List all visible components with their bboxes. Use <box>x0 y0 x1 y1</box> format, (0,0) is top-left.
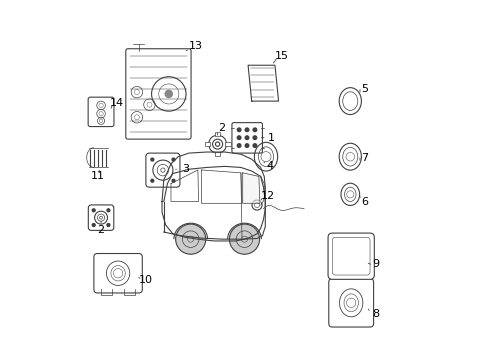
Circle shape <box>164 90 173 98</box>
Circle shape <box>229 224 259 254</box>
Text: 14: 14 <box>110 98 124 108</box>
Text: 2: 2 <box>217 123 224 133</box>
Text: 10: 10 <box>139 275 153 285</box>
Text: 6: 6 <box>361 197 367 207</box>
Circle shape <box>253 136 256 139</box>
Text: 12: 12 <box>260 191 274 201</box>
FancyBboxPatch shape <box>88 205 114 230</box>
FancyBboxPatch shape <box>327 233 373 279</box>
Text: 8: 8 <box>371 310 378 319</box>
FancyBboxPatch shape <box>328 279 373 327</box>
Circle shape <box>172 158 175 161</box>
Text: 3: 3 <box>182 164 188 174</box>
FancyBboxPatch shape <box>94 253 142 293</box>
FancyBboxPatch shape <box>145 153 180 187</box>
Circle shape <box>151 158 153 161</box>
Circle shape <box>92 224 95 226</box>
Circle shape <box>92 209 95 212</box>
Bar <box>215 132 219 136</box>
Polygon shape <box>242 173 264 203</box>
Circle shape <box>244 128 248 132</box>
Bar <box>204 142 210 146</box>
FancyBboxPatch shape <box>231 123 262 153</box>
Circle shape <box>244 136 248 139</box>
Circle shape <box>253 144 256 147</box>
Circle shape <box>107 224 110 226</box>
Text: 5: 5 <box>361 84 367 94</box>
Circle shape <box>172 179 175 182</box>
Text: 7: 7 <box>360 153 367 163</box>
Circle shape <box>237 144 241 147</box>
FancyBboxPatch shape <box>125 49 191 139</box>
Text: 11: 11 <box>90 171 104 181</box>
Circle shape <box>237 136 241 139</box>
Text: 2: 2 <box>97 225 104 235</box>
Circle shape <box>244 144 248 147</box>
Text: 15: 15 <box>275 51 288 61</box>
FancyBboxPatch shape <box>88 97 114 127</box>
Text: 9: 9 <box>371 259 378 269</box>
Bar <box>215 152 219 156</box>
Circle shape <box>151 179 153 182</box>
Bar <box>224 142 230 146</box>
Circle shape <box>107 209 110 212</box>
Text: 4: 4 <box>265 161 273 171</box>
FancyBboxPatch shape <box>332 237 369 275</box>
Circle shape <box>175 224 205 254</box>
Text: 13: 13 <box>189 41 203 50</box>
Circle shape <box>253 128 256 132</box>
Text: 1: 1 <box>267 133 274 143</box>
Circle shape <box>237 128 241 132</box>
